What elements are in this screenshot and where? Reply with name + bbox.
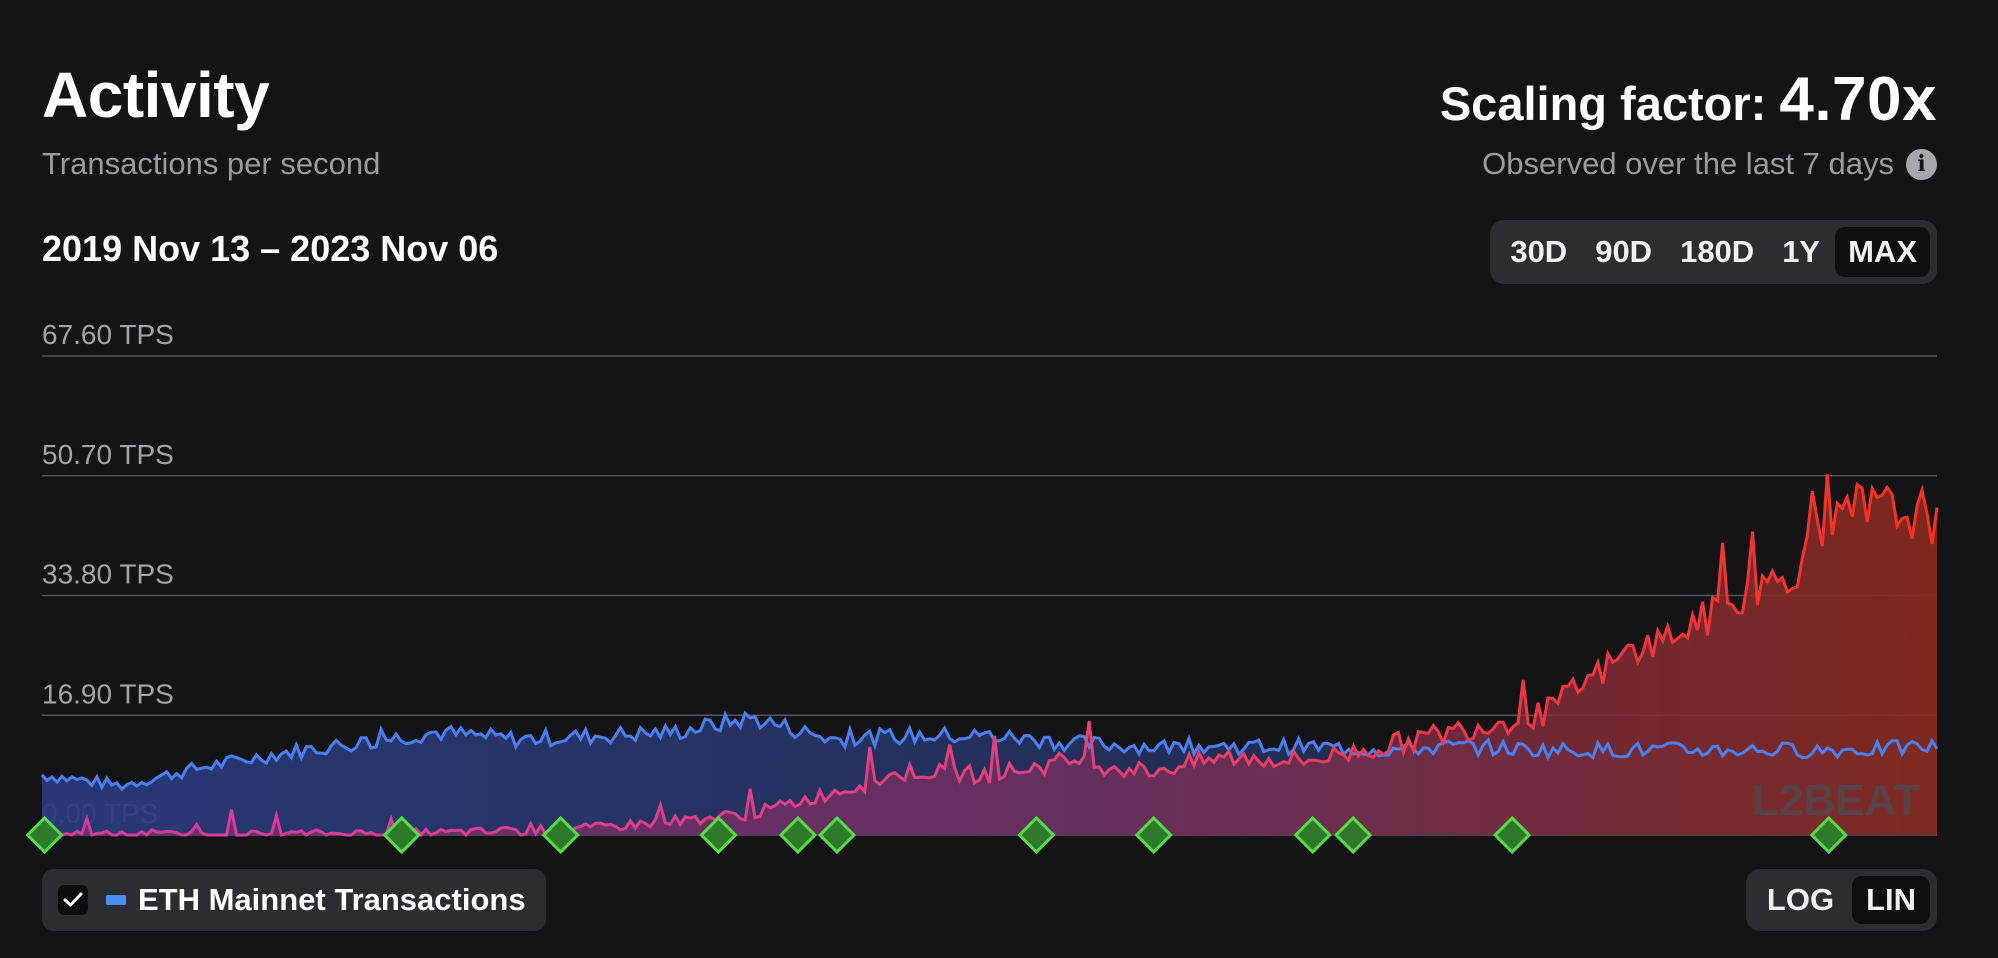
- milestone-diamond[interactable]: [1293, 815, 1332, 855]
- watermark: L2BEAT: [1752, 776, 1920, 825]
- milestone-diamond[interactable]: [817, 815, 857, 855]
- range-max-button[interactable]: MAX: [1835, 227, 1930, 277]
- scale-switch: LOG LIN: [1745, 869, 1937, 931]
- info-icon[interactable]: i: [1906, 148, 1937, 180]
- milestone-diamond[interactable]: [541, 815, 580, 855]
- lin-scale-button[interactable]: LIN: [1852, 876, 1930, 924]
- legend-label: ETH Mainnet Transactions: [138, 882, 526, 917]
- range-switch: 30D 90D 180D 1Y MAX: [1490, 220, 1937, 284]
- eth-series-line: [40, 710, 1939, 792]
- range-30d-button[interactable]: 30D: [1510, 234, 1568, 269]
- scaling-factor-value: 4.70x: [1779, 65, 1937, 134]
- observed-text: Observed over the last 7 days: [1482, 146, 1894, 181]
- milestone-markers: [25, 815, 1848, 855]
- milestone-diamond[interactable]: [1809, 815, 1848, 855]
- milestone-diamond[interactable]: [1017, 815, 1056, 855]
- legend: ETH Mainnet Transactions: [42, 869, 546, 931]
- milestone-diamond[interactable]: [25, 815, 64, 855]
- scaling-factor-label: Scaling factor:: [1439, 77, 1767, 130]
- milestone-diamond[interactable]: [1134, 815, 1173, 855]
- legend-checkbox[interactable]: [58, 885, 88, 915]
- y-tick-label: 50.70 TPS: [42, 439, 174, 470]
- page-title: Activity: [42, 59, 270, 131]
- l2-series-area: [42, 474, 1937, 835]
- l2-series-line: [41, 474, 1939, 838]
- y-tick-label: 16.90 TPS: [42, 678, 174, 709]
- scaling-factor: Scaling factor: 4.70x: [1440, 64, 1937, 135]
- range-1y-button[interactable]: 1Y: [1782, 234, 1821, 269]
- milestone-diamond[interactable]: [778, 815, 817, 855]
- y-tick-label: 33.80 TPS: [42, 559, 174, 590]
- legend-swatch: [106, 895, 126, 905]
- milestone-diamond[interactable]: [1334, 815, 1373, 855]
- check-icon: [63, 892, 83, 907]
- range-90d-button[interactable]: 90D: [1595, 234, 1653, 269]
- range-180d-button[interactable]: 180D: [1680, 234, 1755, 269]
- milestone-diamond[interactable]: [699, 815, 738, 855]
- milestone-diamond[interactable]: [1493, 815, 1532, 855]
- observed-note: Observed over the last 7 days i: [1482, 146, 1937, 182]
- page-subtitle: Transactions per second: [42, 146, 381, 181]
- milestone-diamond[interactable]: [382, 815, 421, 855]
- y-tick-label: 67.60 TPS: [42, 319, 174, 350]
- log-scale-button[interactable]: LOG: [1766, 882, 1835, 917]
- date-range: 2019 Nov 13 – 2023 Nov 06: [42, 228, 499, 269]
